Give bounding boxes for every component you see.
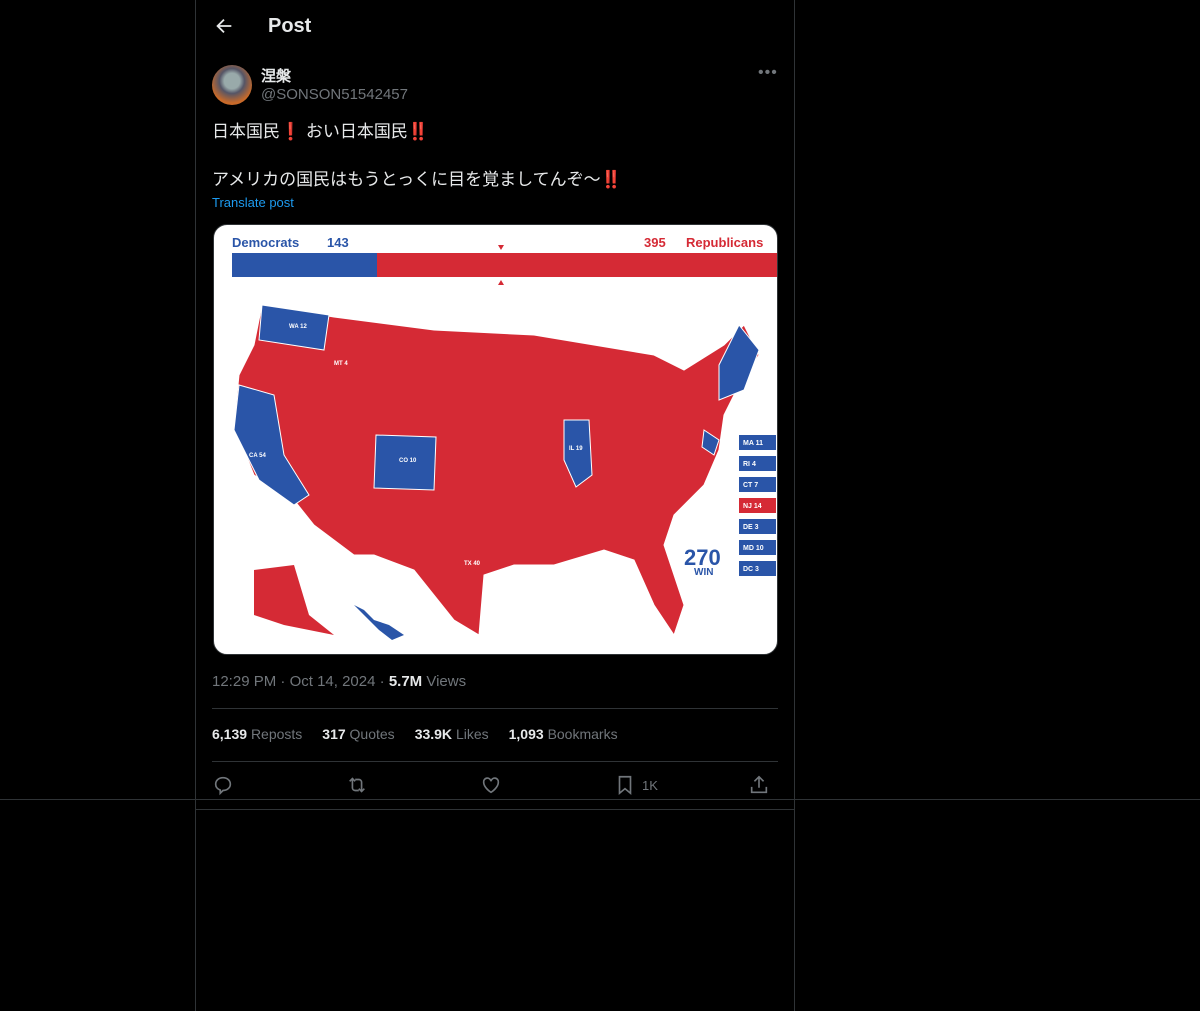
bookmark-button[interactable]: 1K: [614, 774, 658, 796]
action-bar: 1K: [212, 774, 778, 798]
post-time[interactable]: 12:29 PM: [212, 673, 277, 690]
hawaii-blue: [354, 605, 404, 640]
bookmark-count: 1K: [642, 777, 658, 793]
state-box-label: MA 11: [743, 440, 763, 447]
reposts-stat[interactable]: 6,139 Reposts: [212, 726, 303, 742]
state-box-label: DC 3: [743, 566, 759, 573]
svg-text:CA 54: CA 54: [249, 453, 266, 459]
arrow-left-icon[interactable]: [213, 15, 235, 37]
state-box-md: [739, 540, 776, 555]
avatar[interactable]: [212, 65, 252, 105]
repost-button[interactable]: [346, 774, 368, 796]
author-handle[interactable]: @SONSON51542457: [261, 86, 408, 103]
state-box-dc: [739, 561, 776, 576]
state-box-nj: [739, 498, 776, 513]
share-icon: [750, 775, 768, 794]
author-name[interactable]: 涅槃: [261, 68, 292, 85]
alaska-red: [254, 565, 334, 635]
svg-text:IL 19: IL 19: [569, 446, 583, 452]
state-box-label: DE 3: [743, 524, 759, 531]
rep-label: Republicans: [686, 235, 763, 250]
svg-text:CO 10: CO 10: [399, 458, 417, 464]
small-states-boxes: MA 11 RI 4 CT 7 NJ 14 DE 3 MD 10 DC 3: [739, 435, 776, 576]
translate-post-link[interactable]: Translate post: [212, 195, 294, 210]
logo-270: 270: [684, 545, 721, 570]
text-line1: 日本国民: [212, 122, 280, 141]
colorado-blue: [373, 434, 437, 491]
more-options-icon[interactable]: •••: [758, 64, 778, 81]
illinois-blue: [563, 419, 593, 488]
like-button[interactable]: [480, 774, 502, 796]
share-button[interactable]: [748, 774, 770, 796]
northeast-blue: [701, 324, 760, 456]
bookmark-icon: [618, 775, 632, 796]
main-column: Post 涅槃 @SONSON51542457 ••• 日本国民❗ おい日本国民…: [195, 0, 795, 1011]
reply-icon: [214, 776, 232, 796]
dem-bar: [232, 253, 377, 277]
state-box-de: [739, 519, 776, 534]
heart-icon: [482, 777, 500, 794]
exclamation-emoji: ❗: [280, 122, 302, 141]
page-title: Post: [268, 15, 312, 37]
views-count: 5.7M: [388, 673, 423, 690]
divider: [0, 799, 1200, 800]
double-exclamation-emoji: ‼️: [600, 170, 622, 189]
logo-win: WIN: [694, 567, 713, 578]
double-exclamation-emoji: ‼️: [407, 122, 430, 141]
reply-button[interactable]: [212, 774, 234, 796]
divider: [195, 809, 795, 810]
dem-votes: 143: [327, 235, 349, 250]
state-box-label: CT 7: [743, 482, 758, 489]
state-box-label: MD 10: [743, 545, 764, 552]
svg-text:WA 12: WA 12: [289, 324, 307, 330]
repost-icon: [349, 777, 365, 793]
state-box-ct: [739, 477, 776, 492]
west-coast-blue: [233, 304, 330, 506]
views-label: Views: [426, 673, 467, 690]
svg-text:TX 40: TX 40: [464, 561, 481, 567]
state-box-label: RI 4: [743, 461, 756, 468]
text-line2: アメリカの国民はもうとっくに目を覚ましてんぞ〜: [212, 170, 601, 189]
rep-votes: 395: [644, 235, 666, 250]
engagement-stats: 6,139 Reposts 317 Quotes 33.9K Likes 1,0…: [212, 726, 618, 742]
post-date[interactable]: Oct 14, 2024: [289, 673, 376, 690]
dem-label: Democrats: [232, 235, 299, 250]
post-image-electoral-map[interactable]: Democrats 143 395 Republicans WA 12 CA 54…: [213, 224, 778, 655]
likes-stat[interactable]: 33.9K Likes: [414, 726, 489, 742]
page-header: Post: [196, 0, 794, 54]
bookmarks-stat[interactable]: 1,093 Bookmarks: [508, 726, 618, 742]
post-text: 日本国民❗ おい日本国民‼️ アメリカの国民はもうとっくに目を覚ましてんぞ〜‼️: [212, 120, 622, 192]
divider: [212, 708, 778, 709]
divider: [212, 761, 778, 762]
state-box-ma: [739, 435, 776, 450]
state-box-label: NJ 14: [743, 503, 762, 510]
state-box-ri: [739, 456, 776, 471]
post-meta: 12:29 PM · Oct 14, 2024 · 5.7M Views: [212, 673, 467, 690]
rep-bar: [377, 253, 777, 277]
text-line1b: おい日本国民: [305, 122, 408, 141]
us-map-red: [233, 304, 760, 637]
svg-text:MT 4: MT 4: [334, 361, 348, 367]
quotes-stat[interactable]: 317 Quotes: [322, 726, 395, 742]
